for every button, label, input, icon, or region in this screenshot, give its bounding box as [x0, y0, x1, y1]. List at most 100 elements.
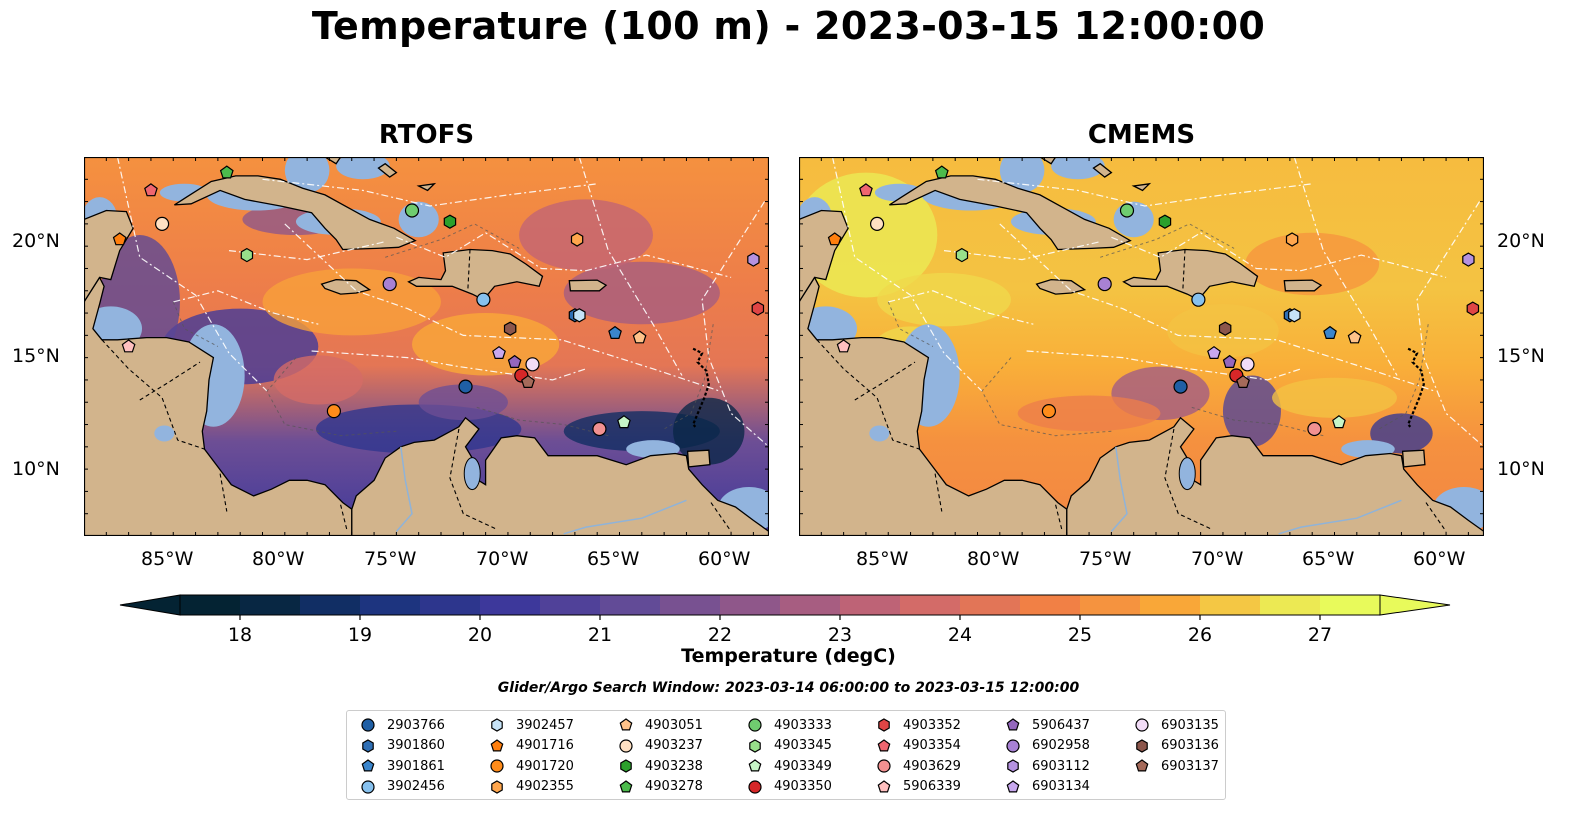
- float-marker-3902456: [476, 292, 491, 307]
- legend-label: 5906339: [903, 779, 961, 794]
- colorbar-bin: [1020, 595, 1081, 615]
- legend-entry: 2903766: [357, 715, 445, 735]
- legend-entry: 4901720: [486, 756, 574, 776]
- legend-entry: 4903350: [744, 777, 832, 797]
- colorbar-bin: [840, 595, 901, 615]
- float-marker-6903136: [503, 321, 517, 336]
- float-marker-6903135: [525, 357, 540, 372]
- legend-marker-pentagon: [877, 738, 891, 751]
- colorbar-extend-max: [1379, 594, 1451, 616]
- legend-entry: 4903352: [873, 715, 961, 735]
- float-marker-4903237: [154, 216, 170, 231]
- colorbar: 18 19 20 21 22 23 24 25 26 27: [119, 594, 1451, 645]
- colorbar-bin: [1080, 595, 1141, 615]
- float-marker-4902355: [1285, 232, 1299, 247]
- float-marker-3902457: [573, 308, 586, 323]
- legend-label: 4903051: [645, 717, 703, 733]
- lat-tick-label: 20°N: [12, 230, 60, 252]
- search-window-label: Glider/Argo Search Window: 2023-03-14 06…: [497, 680, 1080, 696]
- legend-label: 4903345: [774, 738, 832, 753]
- legend-entry: 3901861: [357, 756, 445, 776]
- legend-marker-circle: [748, 718, 762, 732]
- float-marker-6902958: [1097, 276, 1112, 292]
- float-marker-5906339: [121, 339, 136, 353]
- colorbar-tick-label: 24: [948, 624, 972, 645]
- colorbar-bin: [1320, 595, 1381, 615]
- legend-label: 4903278: [645, 779, 703, 794]
- colorbar-tick-label: 18: [228, 624, 252, 645]
- legend-entry: 6903134: [1002, 777, 1090, 797]
- temperature-field: [799, 157, 1484, 536]
- legend-entry: 4903333: [744, 715, 832, 735]
- float-marker-2903766: [1173, 379, 1188, 394]
- float-marker-4903238: [1158, 214, 1172, 229]
- legend-label: 4901716: [516, 738, 574, 753]
- float-marker-4903354: [144, 183, 158, 197]
- legend-label: 3901860: [387, 738, 445, 753]
- float-marker-4903051: [632, 330, 647, 344]
- lon-tick-label: 80°W: [252, 548, 305, 570]
- legend-marker-pentagon: [361, 759, 375, 772]
- legend-marker-pentagon: [490, 738, 504, 751]
- legend-entry: 3902457: [486, 715, 574, 735]
- colorbar-bin: [540, 595, 601, 615]
- legend-label: 6903137: [1161, 758, 1219, 774]
- float-marker-4903237: [869, 216, 885, 231]
- legend-label: 3902456: [387, 779, 445, 794]
- legend-marker-pentagon: [1135, 759, 1149, 772]
- legend-label: 4903354: [903, 738, 961, 753]
- colorbar-bin: [900, 595, 961, 615]
- legend-marker-circle: [877, 759, 891, 773]
- panel-title-cmems: CMEMS: [1087, 120, 1196, 150]
- float-marker-4901716: [827, 232, 842, 246]
- legend-entry: 3901860: [357, 736, 445, 756]
- legend-entry: 4903238: [615, 756, 703, 776]
- legend-entry: 4902355: [486, 777, 574, 797]
- legend-marker-hexagon: [749, 738, 761, 753]
- float-marker-6903137: [1236, 374, 1250, 388]
- float-marker-2903766: [458, 379, 473, 394]
- colorbar-bin: [360, 595, 421, 615]
- colorbar-bin: [780, 595, 841, 615]
- float-marker-4901720: [326, 404, 342, 419]
- legend-entry: 6903136: [1131, 736, 1219, 756]
- colorbar-bin: [300, 595, 361, 615]
- float-marker-6903136: [1218, 321, 1232, 336]
- legend-marker-pentagon: [748, 759, 762, 772]
- legend-label: 6903135: [1161, 717, 1219, 733]
- float-marker-4903629: [592, 421, 607, 437]
- legend-marker-hexagon: [491, 718, 503, 732]
- colorbar-tick-label: 27: [1308, 624, 1332, 645]
- figure-title: Temperature (100 m) - 2023-03-15 12:00:0…: [311, 4, 1266, 48]
- legend-label: 2903766: [387, 717, 445, 733]
- lon-tick-label: 75°W: [1079, 548, 1132, 570]
- lat-tick-label: 10°N: [1497, 458, 1545, 480]
- colorbar-tick-label: 23: [828, 624, 852, 645]
- lon-tick-label: 60°W: [1413, 548, 1466, 570]
- float-marker-4902355: [570, 232, 584, 247]
- legend-label: 4903350: [774, 779, 832, 794]
- legend-label: 4901720: [516, 758, 574, 774]
- lat-tick-label: 15°N: [12, 345, 60, 367]
- legend-label: 4903349: [774, 758, 832, 774]
- legend-marker-pentagon: [1006, 779, 1020, 792]
- legend-label: 6903112: [1032, 758, 1090, 774]
- legend-label: 5906437: [1032, 717, 1090, 733]
- colorbar-bin: [1140, 595, 1201, 615]
- colorbar-bin: [660, 595, 721, 615]
- legend-entry: 4903345: [744, 736, 832, 756]
- float-marker-4903354: [859, 183, 873, 197]
- legend-marker-pentagon: [619, 779, 633, 792]
- float-marker-4903352: [1466, 301, 1480, 316]
- colorbar-bin: [480, 595, 541, 615]
- float-marker-4903349: [617, 415, 631, 429]
- lon-tick-label: 60°W: [698, 548, 751, 570]
- float-marker-4903352: [751, 301, 765, 316]
- legend-marker-hexagon: [878, 718, 890, 732]
- float-legend: 2903766 3901860 3901861 3902456 3902457 49017…: [346, 710, 1226, 800]
- colorbar-bin: [960, 595, 1021, 615]
- colorbar-tick-label: 26: [1188, 624, 1212, 645]
- legend-marker-circle: [619, 738, 633, 753]
- legend-label: 6902958: [1032, 738, 1090, 753]
- legend-label: 4903333: [774, 717, 832, 733]
